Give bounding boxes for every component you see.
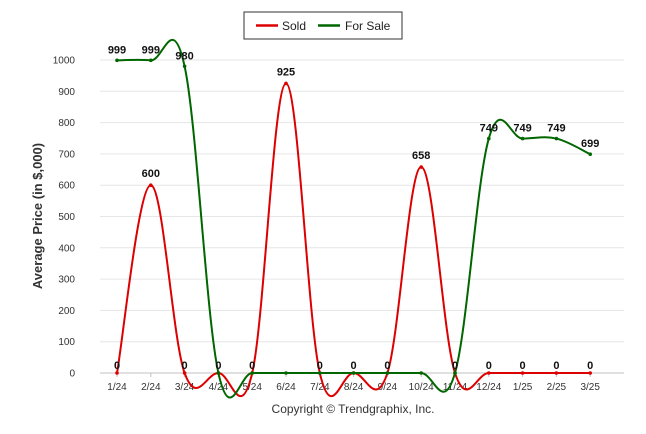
y-tick-label: 900 xyxy=(58,87,75,98)
gridlines xyxy=(100,59,624,343)
data-point xyxy=(115,371,119,375)
sold-data-label: 0 xyxy=(215,360,221,372)
data-point xyxy=(453,371,457,375)
y-tick-label: 600 xyxy=(58,181,75,192)
data-point xyxy=(487,136,491,141)
x-tick-label: 1/24 xyxy=(107,382,127,393)
x-tick-label: 10/24 xyxy=(409,382,434,393)
x-tick-label: 3/24 xyxy=(175,382,195,393)
x-tick-label: 12/24 xyxy=(476,382,501,393)
data-point xyxy=(520,371,525,375)
x-tick-label: 2/24 xyxy=(141,382,161,393)
x-tick-label: 4/24 xyxy=(209,382,229,393)
y-tick-label: 400 xyxy=(58,243,75,254)
sold-data-label: 925 xyxy=(277,66,295,78)
data-point xyxy=(554,371,559,375)
for-sale-data-label: 749 xyxy=(513,123,531,135)
for-sale-data-label: 999 xyxy=(108,44,126,56)
sold-data-label: 600 xyxy=(142,168,160,180)
data-point xyxy=(419,165,424,169)
x-tick-label: 1/25 xyxy=(513,382,533,393)
sold-data-label: 0 xyxy=(351,360,357,372)
x-tick-label: 11/24 xyxy=(443,382,468,393)
x-tick-label: 2/25 xyxy=(547,382,567,393)
sold-data-label: 0 xyxy=(182,360,188,372)
y-tick-label: 1000 xyxy=(53,56,76,67)
legend-sold-label: Sold xyxy=(282,19,306,33)
data-point xyxy=(554,136,559,141)
series-line-for-sale xyxy=(116,38,591,399)
data-point xyxy=(284,371,288,375)
for-sale-data-label: 749 xyxy=(480,123,498,135)
for-sale-data-label: 980 xyxy=(175,50,193,62)
sold-data-label: 0 xyxy=(486,360,492,372)
y-tick-label: 800 xyxy=(58,118,75,129)
copyright-credit: Copyright © Trendgraphix, Inc. xyxy=(272,402,435,416)
data-point xyxy=(351,371,356,375)
data-point xyxy=(520,136,525,141)
data-point xyxy=(487,371,491,375)
data-point xyxy=(284,81,288,86)
sold-data-label: 0 xyxy=(452,360,458,372)
x-tick-label: 8/24 xyxy=(344,382,364,393)
sold-data-label: 0 xyxy=(317,360,323,372)
sold-data-label: 0 xyxy=(384,360,390,372)
y-tick-label: 100 xyxy=(58,337,75,348)
x-tick-label: 3/25 xyxy=(580,382,600,393)
data-point xyxy=(216,371,221,375)
x-tick-label: 9/24 xyxy=(378,382,398,393)
y-tick-label: 700 xyxy=(58,149,75,160)
for-sale-data-label: 999 xyxy=(142,44,160,56)
data-point xyxy=(588,152,592,157)
sold-data-label: 0 xyxy=(114,360,120,372)
data-point xyxy=(588,371,592,375)
data-point xyxy=(182,371,187,375)
data-point xyxy=(385,371,390,375)
for-sale-data-label: 749 xyxy=(547,123,565,135)
legend-for-sale-label: For Sale xyxy=(345,19,391,33)
x-axis-ticks: 1/24 2/24 3/24 4/24 5/24 6/24 7/24 8/24 9/24 10/2… xyxy=(107,373,600,393)
x-tick-label: 7/24 xyxy=(310,382,330,393)
data-point xyxy=(318,371,322,375)
data-point xyxy=(182,64,187,69)
sold-data-label: 0 xyxy=(553,360,559,372)
sold-data-label: 0 xyxy=(520,360,526,372)
data-point xyxy=(149,183,153,187)
data-point xyxy=(149,58,153,63)
sold-data-label: 658 xyxy=(412,150,430,162)
data-labels: 0 600 0 0 0 925 0 0 0 658 0 0 0 0 0 999 999 980 749 749 749 6… xyxy=(108,44,600,372)
for-sale-data-label: 699 xyxy=(581,138,599,150)
sold-data-label: 0 xyxy=(249,360,255,372)
legend: Sold For Sale xyxy=(243,11,403,40)
data-point xyxy=(419,371,424,375)
sold-data-label: 0 xyxy=(587,360,593,372)
data-point xyxy=(250,371,254,375)
y-tick-label: 300 xyxy=(58,275,75,286)
y-tick-label: 0 xyxy=(69,369,75,380)
y-axis-title: Average Price (in $,000) xyxy=(30,143,45,289)
series-lines xyxy=(115,38,592,399)
y-axis-ticks: 0 100 200 300 400 500 600 700 800 900 1000 xyxy=(53,56,76,380)
y-tick-label: 500 xyxy=(58,212,75,223)
x-tick-label: 6/24 xyxy=(276,382,296,393)
y-tick-label: 200 xyxy=(58,306,75,317)
x-tick-label: 5/24 xyxy=(242,382,262,393)
data-point xyxy=(115,58,119,63)
